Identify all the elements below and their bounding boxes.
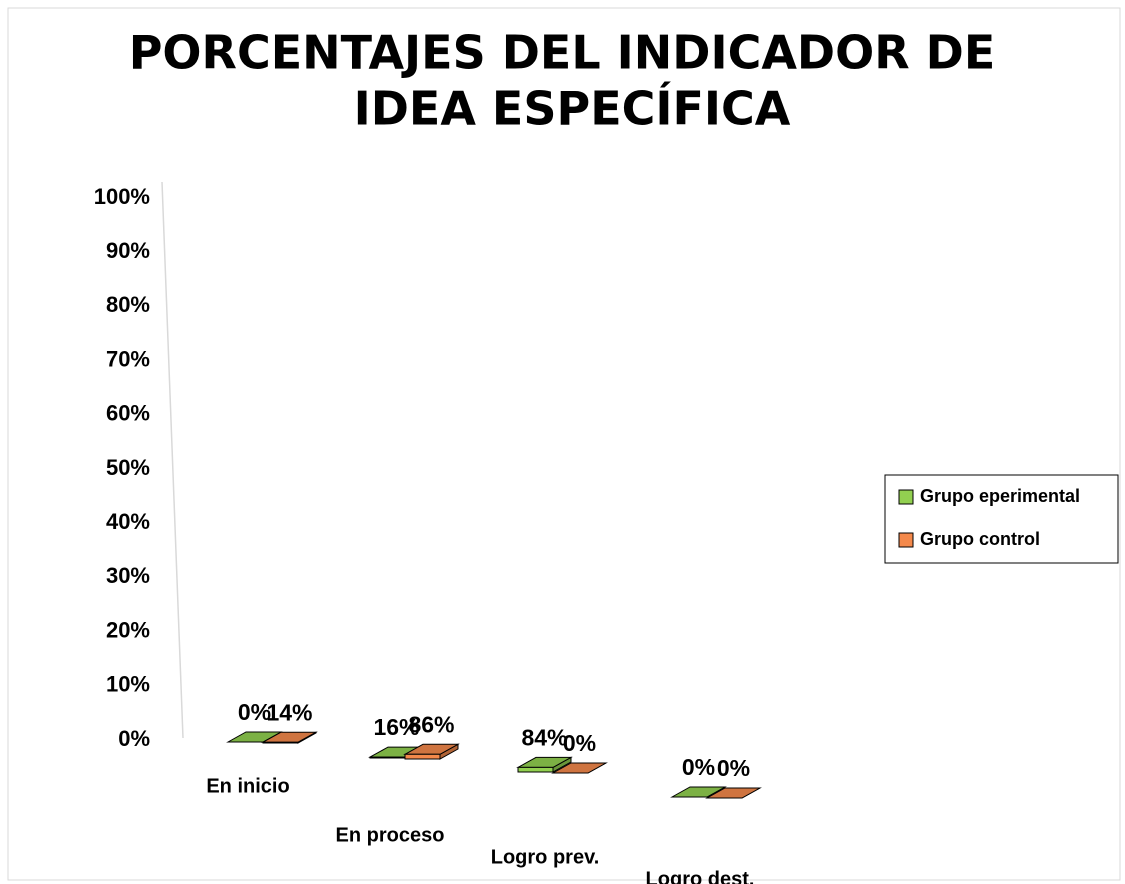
- legend-swatch: [898, 532, 914, 548]
- value-label: 0%: [238, 699, 271, 725]
- value-label: 14%: [266, 699, 312, 725]
- y-tick-label: 90%: [106, 238, 150, 263]
- bar: [369, 756, 406, 759]
- value-label: 0%: [717, 755, 750, 781]
- y-tick-label: 40%: [106, 509, 150, 534]
- bar: [517, 766, 554, 773]
- y-tick-label: 80%: [106, 292, 150, 317]
- bar: [262, 741, 299, 744]
- bar: [404, 753, 441, 760]
- legend-label: Grupo eperimental: [920, 486, 1080, 506]
- x-tick-label: En inicio: [206, 775, 289, 797]
- bar-top: [705, 787, 762, 799]
- value-label: 0%: [682, 754, 715, 780]
- chart-border: [7, 7, 1121, 881]
- legend: [884, 474, 1119, 564]
- x-tick-label: Logro prev.: [491, 846, 600, 868]
- y-tick-label: 10%: [106, 672, 150, 697]
- bar-top: [670, 786, 727, 798]
- y-tick-label: 0%: [118, 726, 150, 751]
- legend-swatch: [898, 489, 914, 505]
- y-tick-label: 30%: [106, 563, 150, 588]
- value-label: 0%: [563, 730, 596, 756]
- y-tick-label: 70%: [106, 346, 150, 371]
- y-tick-label: 50%: [106, 455, 150, 480]
- x-tick-label: Logro dest.: [646, 868, 755, 884]
- value-label: 16%: [373, 714, 419, 740]
- value-label: 84%: [521, 724, 567, 750]
- legend-label: Grupo control: [920, 529, 1040, 549]
- y-tick-label: 100%: [94, 184, 150, 209]
- y-tick-label: 60%: [106, 401, 150, 426]
- chart-title: IDEA ESPECÍFICA: [354, 82, 791, 136]
- y-tick-label: 20%: [106, 617, 150, 642]
- value-label: 86%: [408, 711, 454, 737]
- chart-title: PORCENTAJES DEL INDICADOR DE: [129, 26, 996, 80]
- x-tick-label: En proceso: [336, 824, 445, 846]
- y-axis: [161, 181, 184, 739]
- bar-top: [551, 762, 608, 774]
